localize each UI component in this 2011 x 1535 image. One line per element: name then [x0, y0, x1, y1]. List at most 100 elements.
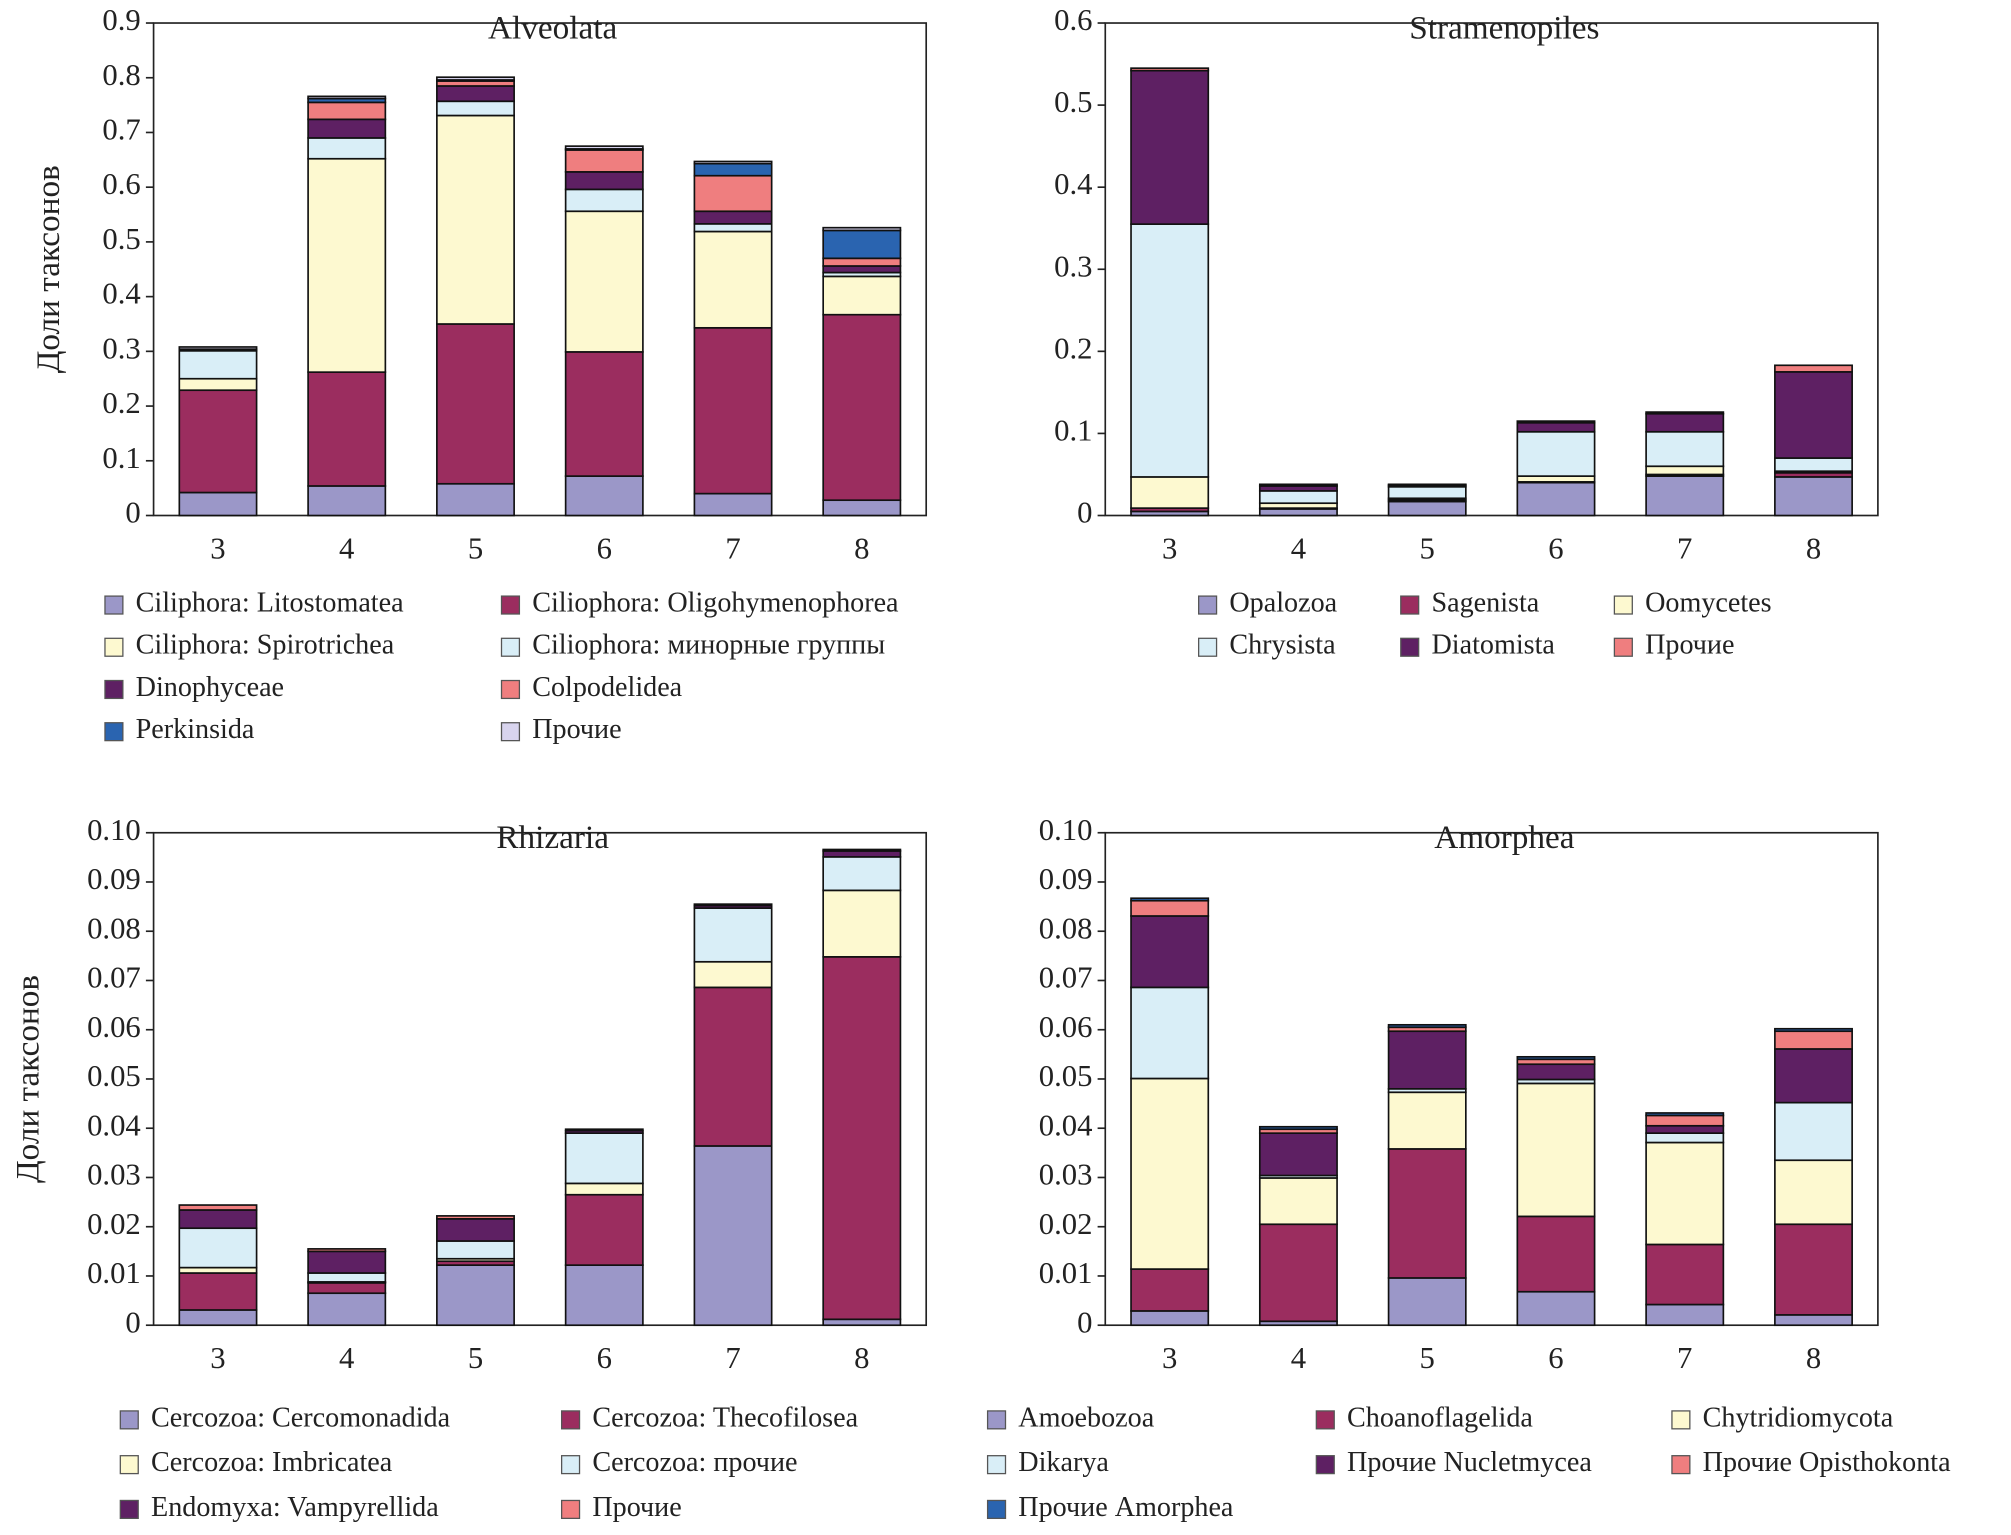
bar-segment	[1130, 986, 1210, 1080]
y-tick-label: 0.07	[87, 961, 141, 995]
bar-segment	[1516, 430, 1596, 477]
legend-label: Chytridiomycota	[1703, 1402, 1894, 1433]
bar-segment	[178, 1309, 258, 1327]
bar-segment	[178, 1209, 258, 1230]
y-tick-label: 0.03	[1039, 1158, 1093, 1192]
bar-segment	[1774, 1223, 1853, 1316]
bar-segment	[178, 1204, 258, 1211]
bar-segment	[822, 275, 902, 316]
x-tick-label: 7	[1677, 1341, 1692, 1375]
bar-segment	[1645, 411, 1725, 415]
bar-segment	[693, 230, 773, 329]
bar-segment	[822, 313, 902, 502]
bar-segment	[436, 323, 515, 485]
legend-label: Прочие Nucletmycea	[1347, 1447, 1592, 1478]
bar-segment	[1130, 897, 1210, 902]
bar-segment	[693, 1145, 773, 1327]
bar-segment	[1774, 476, 1853, 517]
bar-segment	[436, 1240, 515, 1260]
bar-segment	[1130, 1268, 1210, 1312]
bar-segment	[307, 1282, 387, 1295]
y-tick-label: 0.3	[102, 331, 140, 365]
x-tick-label: 3	[210, 1341, 225, 1375]
legend-label: Choanoflagelida	[1347, 1402, 1533, 1433]
bar-segment	[822, 889, 902, 958]
bar-segment	[1516, 1063, 1596, 1081]
bar-segment	[307, 371, 387, 487]
legend-label: Sagenista	[1431, 587, 1539, 618]
y-tick-label: 0.10	[1039, 813, 1093, 847]
legend-swatch	[104, 595, 124, 615]
bar-segment	[1645, 1132, 1725, 1144]
bar-segment	[1258, 1223, 1338, 1323]
legend-swatch	[500, 595, 521, 615]
bar-segment	[693, 160, 773, 165]
bar-segment	[436, 1264, 515, 1327]
chart-title: Alveolata	[488, 9, 617, 46]
legend-label: Cercozoa: Imbricatea	[151, 1447, 393, 1478]
bar-segment	[1774, 1048, 1853, 1104]
bar-segment	[1516, 420, 1596, 424]
bar-segment	[436, 85, 515, 103]
y-tick-label: 0.06	[87, 1010, 141, 1044]
legend-swatch	[1315, 1410, 1335, 1430]
bar-segment	[1774, 1030, 1853, 1050]
bar-segment	[564, 171, 644, 191]
legend-label: Dinophyceae	[136, 672, 284, 703]
y-tick-label: 0.04	[87, 1108, 141, 1142]
y-tick-label: 0.03	[87, 1158, 141, 1192]
bar-segment	[822, 265, 902, 274]
bar-segment	[564, 149, 644, 173]
x-tick-label: 6	[1548, 531, 1563, 565]
x-tick-label: 8	[1806, 531, 1821, 565]
legend-label: Cercozoa: прочие	[592, 1447, 797, 1478]
legend-swatch	[560, 1410, 581, 1430]
bar-segment	[436, 1215, 515, 1220]
bar-segment	[436, 76, 515, 81]
bar-segment	[693, 162, 773, 177]
legend-swatch	[119, 1499, 139, 1520]
y-tick-label: 0.05	[87, 1059, 141, 1093]
bar-segment	[1130, 223, 1210, 478]
chart-title: Rhizaria	[496, 819, 609, 856]
y-axis-label: Доли таксонов	[9, 975, 46, 1183]
y-tick-label: 0.02	[1039, 1207, 1093, 1241]
x-tick-label: 8	[854, 1341, 869, 1375]
legend-label: Endomyxa: Vampyrellida	[151, 1492, 439, 1523]
legend-swatch	[500, 637, 521, 657]
bar-segment	[1774, 364, 1853, 373]
legend-label: Ciliphora: Spirotrichea	[136, 630, 395, 661]
bar-segment	[1258, 1132, 1338, 1177]
bar-segment	[564, 1264, 644, 1327]
legend-swatch	[104, 679, 124, 700]
bar-segment	[1774, 1314, 1853, 1327]
bar-segment	[1387, 1277, 1467, 1327]
bar-segment	[436, 100, 515, 117]
bar-segment	[307, 95, 387, 100]
y-tick-label: 0.09	[87, 862, 141, 896]
bar-segment	[1387, 500, 1467, 517]
bar-segment	[693, 326, 773, 495]
x-tick-label: 4	[1291, 1341, 1306, 1375]
bar-segment	[1130, 1077, 1210, 1270]
bar-segment	[307, 485, 387, 517]
x-tick-label: 3	[1162, 1341, 1177, 1375]
legend-swatch	[500, 722, 521, 742]
bar-segment	[1645, 1124, 1725, 1134]
bar-segment	[564, 210, 644, 353]
y-tick-label: 0.06	[1039, 1010, 1093, 1044]
bar-segment	[822, 499, 902, 517]
bar-segment	[1645, 430, 1725, 468]
legend-label: Ciliphora: Litostomatea	[136, 587, 404, 618]
bar-segment	[693, 907, 773, 963]
legend-label: Прочие Opisthokonta	[1703, 1447, 1951, 1478]
y-tick-label: 0.01	[1039, 1256, 1093, 1290]
bar-segment	[1387, 1023, 1467, 1029]
bar-segment	[307, 1248, 387, 1253]
bar-segment	[1387, 485, 1467, 500]
bar-segment	[307, 1250, 387, 1274]
bar-segment	[307, 118, 387, 139]
legend-label: Oomycetes	[1645, 587, 1772, 618]
y-tick-label: 0.4	[1054, 167, 1092, 201]
bar-segment	[1258, 1177, 1338, 1226]
